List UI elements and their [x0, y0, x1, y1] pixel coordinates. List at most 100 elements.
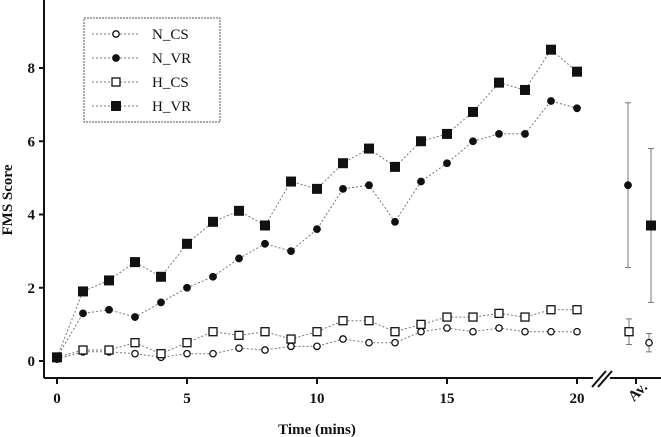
legend-box	[83, 17, 221, 123]
data-point-N_VR	[443, 159, 451, 168]
data-point-N_CS	[443, 324, 451, 332]
data-point-N_CS	[313, 342, 321, 351]
data-point-H_VR	[312, 183, 322, 194]
series-line-N_CS	[56, 327, 577, 360]
data-point-N_CS	[495, 324, 503, 332]
data-point-H_VR	[416, 136, 426, 147]
data-point-H_CS	[156, 349, 166, 359]
data-point-H_VR	[52, 352, 62, 363]
data-point-N_CS	[573, 327, 581, 336]
y-tick-label: 2	[28, 281, 36, 297]
data-point-H_CS	[260, 327, 270, 337]
data-point-N_VR	[157, 298, 165, 307]
data-point-N_VR	[287, 247, 295, 256]
legend-marker-H_CS	[111, 77, 121, 87]
data-point-N_VR	[365, 181, 373, 190]
data-point-H_CS	[130, 338, 140, 348]
data-point-H_VR	[234, 205, 244, 216]
x-tick-label: 5	[183, 391, 191, 407]
data-point-H_VR	[104, 275, 114, 286]
data-point-N_VR	[469, 137, 477, 146]
x-axis-ticks: 0 5 10 15 20	[53, 378, 585, 407]
data-point-N_VR	[339, 184, 347, 193]
data-point-H_VR	[468, 106, 478, 117]
axis-break-mark	[597, 370, 613, 388]
y-axis-title: FMS Score	[0, 164, 16, 235]
data-point-H_CS	[312, 327, 322, 337]
data-point-N_CS	[183, 349, 191, 358]
data-point-N_CS	[365, 338, 373, 347]
data-point-N_CS	[339, 335, 347, 343]
data-point-H_VR	[156, 271, 166, 282]
x-tick-label: 10	[310, 391, 325, 407]
data-point-N_CS	[521, 327, 529, 336]
legend-marker-H_VR	[111, 101, 121, 111]
average-point-N_CS	[645, 338, 653, 347]
legend-marker-N_VR	[112, 54, 120, 62]
data-point-N_VR	[235, 254, 243, 263]
data-point-N_VR	[417, 177, 425, 186]
data-point-H_CS	[572, 305, 582, 315]
average-point-H_CS	[624, 327, 634, 337]
data-point-H_VR	[260, 220, 270, 231]
data-point-H_VR	[78, 286, 88, 297]
data-point-H_CS	[442, 312, 452, 322]
average-tick-label: Av.	[625, 379, 651, 405]
data-point-H_CS	[364, 316, 374, 326]
data-point-N_CS	[235, 344, 243, 353]
data-point-N_VR	[573, 104, 581, 113]
data-point-N_CS	[469, 327, 477, 336]
data-point-N_CS	[131, 349, 139, 358]
data-point-N_CS	[287, 342, 295, 351]
data-point-H_CS	[520, 312, 530, 322]
data-point-H_VR	[546, 44, 556, 55]
axes	[43, 0, 661, 388]
x-tick-label: 20	[570, 391, 585, 407]
data-point-H_CS	[546, 305, 556, 315]
legend-label-H_VR: H_VR	[152, 99, 191, 115]
data-point-H_VR	[390, 161, 400, 172]
data-point-H_VR	[182, 238, 192, 249]
data-point-N_VR	[547, 97, 555, 105]
data-point-N_VR	[495, 130, 503, 138]
data-point-N_VR	[313, 225, 321, 234]
legend-label-H_CS: H_CS	[152, 75, 189, 91]
data-point-N_CS	[261, 346, 269, 354]
data-point-N_CS	[417, 327, 425, 336]
data-point-H_VR	[572, 66, 582, 77]
data-point-H_CS	[494, 308, 504, 319]
x-tick-label: 0	[53, 391, 61, 407]
legend-label-N_VR: N_VR	[152, 51, 191, 67]
data-point-H_VR	[520, 84, 530, 95]
axis-break-mark	[591, 370, 607, 388]
data-point-N_VR	[391, 217, 399, 226]
data-point-N_CS	[391, 338, 399, 347]
data-point-H_CS	[338, 316, 348, 326]
legend-marker-N_CS	[112, 30, 120, 38]
data-point-H_VR	[364, 143, 374, 154]
data-point-N_VR	[209, 272, 217, 281]
y-tick-label: 4	[28, 208, 36, 224]
x-tick-label: 15	[440, 391, 455, 407]
data-point-N_VR	[261, 239, 269, 248]
x-axis-title: Time (mins)	[278, 422, 356, 437]
data-point-H_VR	[286, 176, 296, 187]
data-point-H_CS	[416, 319, 426, 330]
y-tick-label: 0	[28, 354, 36, 370]
data-point-N_CS	[547, 327, 555, 336]
average-point-N_VR	[624, 181, 632, 190]
data-point-H_CS	[234, 330, 244, 341]
y-tick-label: 6	[28, 134, 36, 150]
data-point-H_CS	[182, 338, 192, 348]
data-point-H_VR	[442, 128, 452, 139]
legend-label-N_CS: N_CS	[152, 27, 189, 43]
data-point-N_VR	[79, 309, 87, 318]
data-point-N_VR	[183, 283, 191, 292]
data-point-H_VR	[130, 257, 140, 268]
data-point-H_VR	[338, 158, 348, 169]
data-point-H_CS	[286, 334, 296, 344]
data-point-H_CS	[468, 312, 478, 322]
series-line-H_CS	[56, 309, 577, 358]
y-tick-label: 8	[28, 61, 36, 77]
